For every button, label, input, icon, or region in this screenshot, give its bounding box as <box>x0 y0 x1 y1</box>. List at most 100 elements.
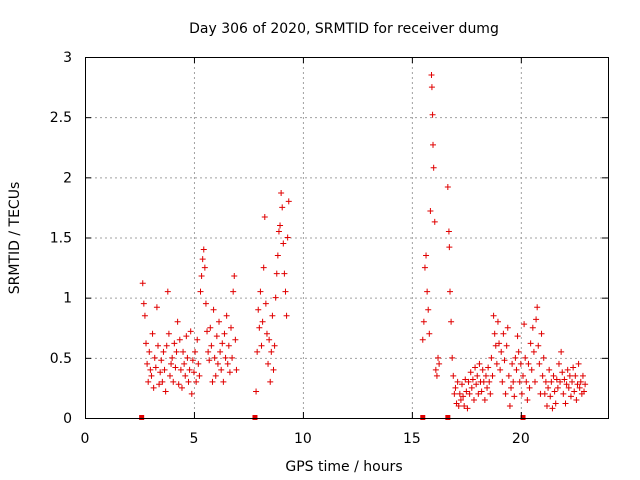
data-point <box>205 348 212 355</box>
data-point <box>166 372 173 379</box>
data-point <box>160 348 167 355</box>
data-point <box>478 388 485 395</box>
y-tick-labels: 0 0.5 1 1.5 2 2.5 3 <box>50 50 72 427</box>
data-point <box>274 252 281 259</box>
data-point <box>540 354 547 361</box>
data-point <box>188 390 195 397</box>
data-point <box>503 342 510 349</box>
data-point <box>207 324 214 331</box>
data-point <box>230 288 237 295</box>
data-point <box>523 378 530 385</box>
data-point <box>169 354 176 361</box>
data-point <box>232 336 239 343</box>
data-point <box>281 270 288 277</box>
data-point <box>430 141 437 148</box>
data-point <box>259 318 266 325</box>
data-point <box>279 204 286 211</box>
data-point <box>452 384 459 391</box>
data-point <box>194 336 201 343</box>
data-point <box>460 393 467 400</box>
data-point <box>201 264 208 271</box>
data-point <box>153 304 160 311</box>
data-point <box>449 354 456 361</box>
data-point <box>193 378 200 385</box>
data-point <box>161 366 168 373</box>
data-point <box>582 381 589 388</box>
data-point <box>555 360 562 367</box>
data-point <box>143 340 150 347</box>
data-point <box>463 388 470 395</box>
data-point <box>277 222 284 229</box>
data-point <box>231 273 238 280</box>
data-point <box>470 396 477 403</box>
data-point <box>566 372 573 379</box>
baseline-marker <box>445 415 451 420</box>
data-point <box>515 348 522 355</box>
data-point <box>180 348 187 355</box>
data-point <box>576 384 583 391</box>
data-point <box>151 354 158 361</box>
data-point <box>521 321 528 328</box>
data-point <box>553 376 560 383</box>
data-point <box>149 330 156 337</box>
data-point <box>447 288 454 295</box>
data-point <box>513 366 520 373</box>
data-point <box>433 372 440 379</box>
y-tick-label: 0.5 <box>50 351 72 367</box>
data-point <box>186 366 193 373</box>
data-point <box>204 328 211 335</box>
data-point <box>567 393 574 400</box>
data-point <box>197 288 204 295</box>
data-point <box>282 288 289 295</box>
x-tick-label: 5 <box>189 431 198 447</box>
data-point <box>494 318 501 325</box>
data-point <box>228 324 235 331</box>
data-point <box>464 405 471 412</box>
data-point <box>529 324 536 331</box>
data-point <box>430 164 437 171</box>
data-point <box>557 378 564 385</box>
data-point <box>284 234 291 241</box>
y-axis-label: SRMTID / TECUs <box>7 182 23 295</box>
data-point <box>506 402 513 409</box>
data-point <box>493 360 500 367</box>
y-tick-label: 1 <box>63 291 72 307</box>
data-point <box>526 384 533 391</box>
data-point <box>546 366 553 373</box>
data-point <box>446 244 453 251</box>
data-point <box>170 378 177 385</box>
data-point <box>261 214 268 221</box>
data-point <box>146 348 153 355</box>
data-point <box>183 333 190 340</box>
x-tick-label: 20 <box>512 431 530 447</box>
data-point <box>156 381 163 388</box>
data-point <box>192 348 199 355</box>
data-point <box>472 364 479 371</box>
data-point <box>498 348 505 355</box>
data-point <box>254 348 261 355</box>
data-point <box>258 342 265 349</box>
data-point <box>187 328 194 335</box>
data-point <box>275 228 282 235</box>
data-point <box>182 372 189 379</box>
data-point <box>159 378 166 385</box>
data-point <box>486 378 493 385</box>
data-point <box>198 273 205 280</box>
baseline-marker <box>520 415 526 420</box>
data-point <box>267 378 274 385</box>
data-point <box>200 246 207 253</box>
data-point <box>514 333 521 340</box>
data-point <box>462 376 469 383</box>
data-point <box>469 376 476 383</box>
data-point <box>196 372 203 379</box>
data-point <box>225 342 232 349</box>
data-point <box>565 384 572 391</box>
data-point <box>524 396 531 403</box>
data-point <box>171 340 178 347</box>
data-point <box>168 360 175 367</box>
data-point <box>233 366 240 373</box>
data-point <box>427 208 434 215</box>
data-point <box>480 378 487 385</box>
data-point <box>423 252 430 259</box>
data-point <box>280 240 287 247</box>
